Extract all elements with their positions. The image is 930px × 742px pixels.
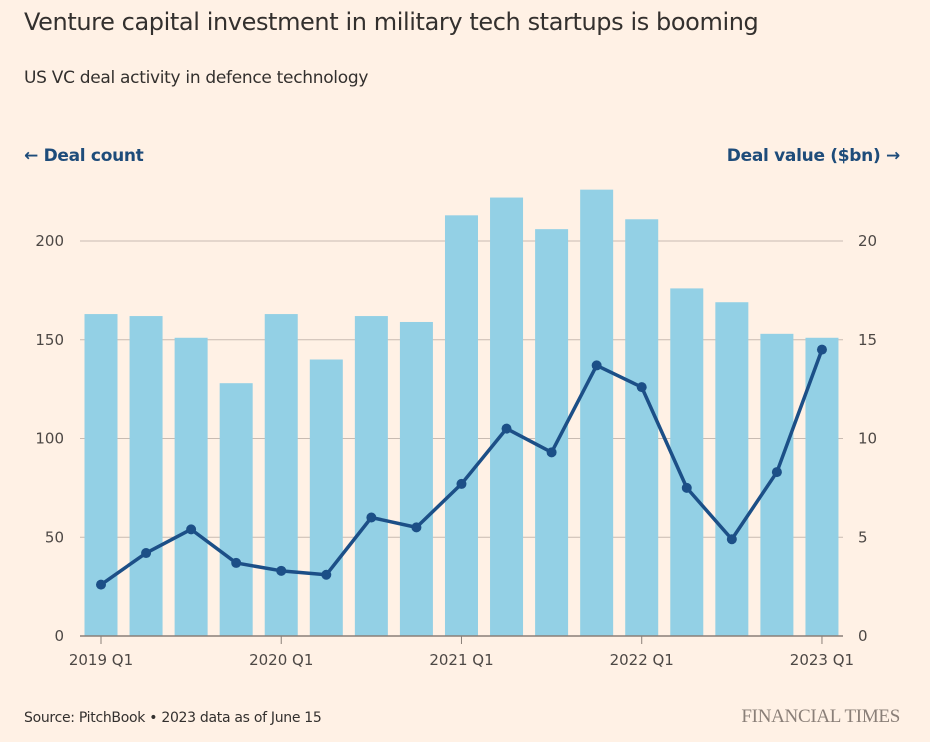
y-right-tick-label: 0 (858, 627, 868, 645)
deal-value-point (366, 512, 377, 523)
bar-deal-count (760, 333, 794, 636)
bar-deal-count (444, 215, 478, 636)
y-right-tick-label: 20 (858, 232, 877, 250)
bar-deal-count (219, 383, 253, 636)
right-axis-label: Deal value ($bn) → (726, 146, 901, 166)
deal-value-point (501, 423, 512, 434)
x-tick-label: 2023 Q1 (790, 651, 854, 669)
bar-deal-count (174, 337, 208, 636)
deal-value-line (96, 344, 827, 590)
bar-deal-count (309, 359, 343, 636)
deal-value-point (141, 548, 152, 559)
ft-logo: FINANCIAL TIMES (741, 706, 900, 727)
y-right-tick-label: 5 (858, 528, 868, 546)
deal-value-point (411, 522, 422, 533)
y-right-tick-label: 15 (858, 331, 877, 349)
x-tick-label: 2022 Q1 (610, 651, 674, 669)
deal-value-point (231, 557, 242, 568)
y-right-tick-label: 10 (858, 430, 877, 448)
deal-value-point (276, 565, 287, 576)
chart-subtitle: US VC deal activity in defence technolog… (24, 68, 369, 88)
bar-deal-count (399, 321, 433, 636)
deal-value-point (681, 482, 692, 493)
y-left-tick-label: 150 (35, 331, 64, 349)
deal-value-point (636, 382, 647, 393)
deal-value-point (591, 360, 602, 371)
y-left-tick-label: 50 (45, 528, 64, 546)
bar-deal-count (805, 337, 839, 636)
deal-value-point (456, 478, 467, 489)
x-tick-label: 2020 Q1 (249, 651, 313, 669)
bar-deal-count (264, 314, 298, 636)
x-tick-label: 2021 Q1 (429, 651, 493, 669)
y-left-tick-label: 100 (35, 430, 64, 448)
deal-value-point (186, 524, 197, 535)
y-left-tick-label: 0 (54, 627, 64, 645)
deal-value-point (816, 344, 827, 355)
y-left-tick-label: 200 (35, 232, 64, 250)
bar-deal-count (580, 189, 614, 636)
left-axis-label: ← Deal count (24, 146, 144, 166)
x-tick-label: 2019 Q1 (69, 651, 133, 669)
axes: 0 50 100 150 200 0 5 10 15 20 2019 Q1 2020 Q1 2021 Q… (35, 232, 877, 669)
deal-value-point (96, 579, 106, 590)
bars (84, 189, 839, 637)
bar-deal-count (129, 316, 163, 636)
bar-deal-count (490, 197, 524, 637)
bar-deal-count (715, 302, 749, 636)
deal-value-point (321, 569, 332, 580)
bar-deal-count (625, 219, 659, 636)
chart-title: Venture capital investment in military t… (24, 8, 759, 36)
deal-value-point (726, 534, 737, 545)
source-note: Source: PitchBook • 2023 data as of June… (24, 710, 322, 726)
deal-value-point (771, 467, 782, 478)
deal-value-point (546, 447, 557, 458)
bar-deal-count (354, 316, 388, 636)
